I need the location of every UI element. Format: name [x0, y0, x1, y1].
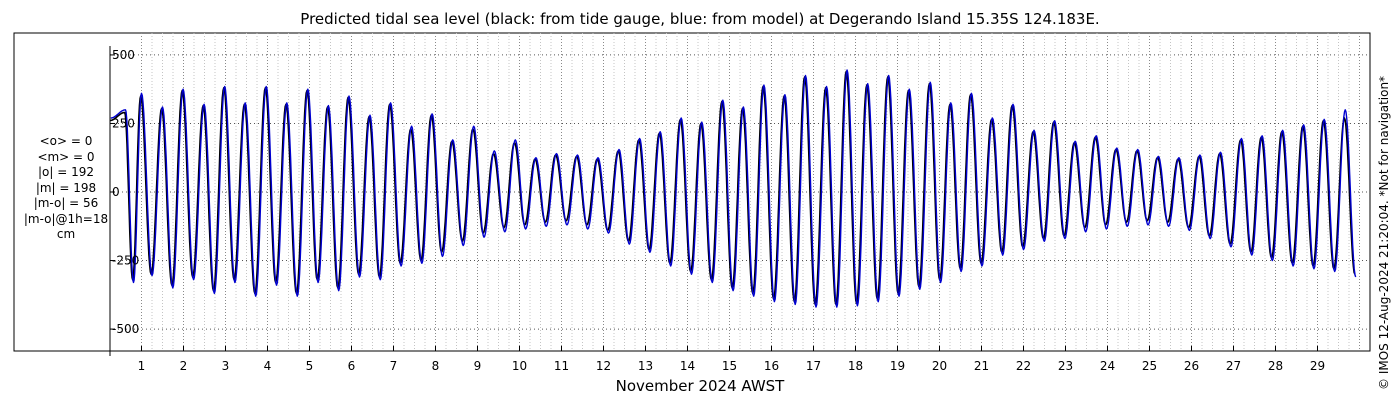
- stat-abs-model: |m| = 198: [35, 180, 97, 195]
- figure-frame: [13, 32, 1371, 352]
- x-tick-label: 11: [554, 359, 569, 373]
- x-tick-label: 20: [932, 359, 947, 373]
- x-tick-label: 9: [474, 359, 482, 373]
- x-tick-label: 13: [638, 359, 653, 373]
- y-tick-label: 250: [112, 116, 135, 130]
- stat-abs-difference-1h: |m-o|@1h=18: [23, 211, 109, 226]
- y-tick-label: -250: [112, 254, 139, 268]
- x-tick-label: 28: [1268, 359, 1283, 373]
- x-tick-label: 4: [264, 359, 272, 373]
- series-line-tide-gauge: [109, 70, 1356, 306]
- stat-abs-observed: |o| = 192: [37, 165, 94, 179]
- stat-units: cm: [56, 227, 76, 241]
- y-tick-label: 0: [112, 185, 120, 199]
- x-tick-label: 17: [806, 359, 821, 373]
- x-tick-label: 23: [1058, 359, 1073, 373]
- x-tick-label: 29: [1310, 359, 1325, 373]
- x-tick-label: 2: [180, 359, 188, 373]
- x-tick-label: 19: [890, 359, 905, 373]
- x-tick-label: 1: [138, 359, 146, 373]
- x-tick-label: 27: [1226, 359, 1241, 373]
- stat-mean-observed: <o> = 0: [39, 134, 93, 148]
- stat-abs-difference: |m-o| = 56: [33, 196, 99, 210]
- statistics-panel: <o> = 0 <m> = 0 |o| = 192 |m| = 198 |m-o…: [16, 134, 116, 243]
- vertical-gridlines: [141, 33, 1360, 351]
- x-tick-label: 18: [848, 359, 863, 373]
- series-layer: [109, 69, 1357, 308]
- x-tick-label: 24: [1100, 359, 1115, 373]
- x-tick-label: 21: [974, 359, 989, 373]
- x-tick-label: 15: [722, 359, 737, 373]
- stat-mean-model: <m> = 0: [37, 149, 95, 164]
- x-tick-label: 22: [1016, 359, 1031, 373]
- x-tick-label: 7: [390, 359, 398, 373]
- x-tick-label: 25: [1142, 359, 1157, 373]
- copyright-notice: © IMOS 12-Aug-2024 21:20:04. *Not for na…: [1377, 75, 1391, 390]
- x-tick-label: 6: [348, 359, 356, 373]
- x-tick-label: 10: [512, 359, 527, 373]
- x-tick-label: 8: [432, 359, 440, 373]
- y-tick-label: -500: [112, 322, 139, 336]
- x-axis-label: November 2024 AWST: [615, 377, 785, 395]
- y-tick-label: 500: [112, 48, 135, 62]
- chart-title: Predicted tidal sea level (black: from t…: [300, 10, 1100, 28]
- x-tick-label: 16: [764, 359, 779, 373]
- x-tick-label: 26: [1184, 359, 1199, 373]
- x-tick-label: 12: [596, 359, 611, 373]
- series-line-model: [110, 69, 1357, 308]
- x-tick-label: 3: [222, 359, 230, 373]
- x-tick-label: 14: [680, 359, 695, 373]
- x-tick-label: 5: [306, 359, 314, 373]
